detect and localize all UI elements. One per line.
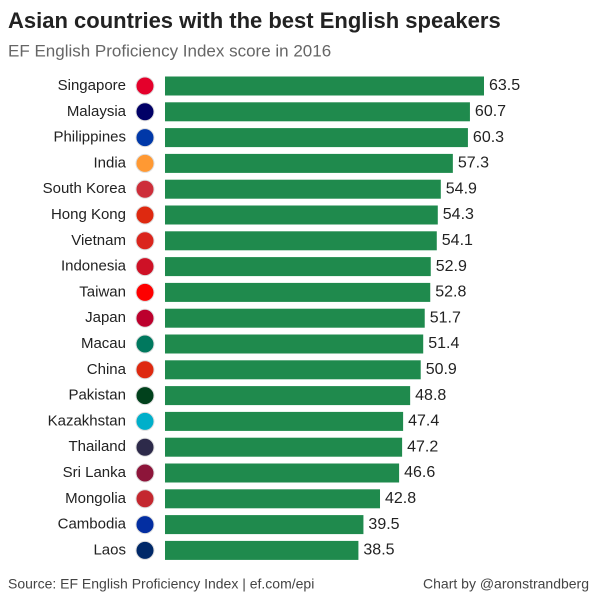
value-label: 54.3 bbox=[443, 206, 474, 223]
flag-icon bbox=[135, 257, 155, 277]
category-label: Vietnam bbox=[71, 232, 126, 249]
flag-icon bbox=[135, 179, 155, 199]
bar bbox=[165, 463, 400, 483]
value-label: 60.7 bbox=[475, 103, 506, 120]
category-label: Cambodia bbox=[58, 516, 127, 533]
category-label: Taiwan bbox=[79, 283, 126, 300]
credit: Chart by @aronstrandberg bbox=[423, 576, 589, 592]
bar bbox=[165, 128, 468, 148]
value-label: 54.1 bbox=[442, 232, 473, 249]
value-label: 57.3 bbox=[458, 155, 489, 172]
flag-icon bbox=[135, 437, 155, 457]
flag-icon bbox=[135, 282, 155, 302]
source: Source: EF English Proficiency Index | e… bbox=[8, 576, 314, 592]
value-label: 50.9 bbox=[426, 361, 457, 378]
chart-title: Asian countries with the best English sp… bbox=[8, 8, 501, 33]
category-label: Pakistan bbox=[68, 387, 126, 404]
bar bbox=[165, 515, 364, 535]
bar bbox=[165, 102, 470, 122]
category-label: Malaysia bbox=[67, 103, 127, 120]
category-label: Japan bbox=[85, 309, 126, 326]
flag-icon bbox=[135, 386, 155, 406]
value-label: 52.8 bbox=[435, 284, 466, 301]
bar bbox=[165, 386, 411, 406]
bar bbox=[165, 231, 437, 251]
category-label: Macau bbox=[81, 335, 126, 352]
flag-icon bbox=[135, 231, 155, 251]
bar bbox=[165, 308, 425, 328]
flag-icon bbox=[135, 515, 155, 535]
category-label: Laos bbox=[93, 541, 126, 558]
category-label: Thailand bbox=[68, 438, 126, 455]
value-label: 60.3 bbox=[473, 129, 504, 146]
category-label: Hong Kong bbox=[51, 206, 126, 223]
bar bbox=[165, 282, 431, 302]
value-label: 39.5 bbox=[368, 516, 399, 533]
bar bbox=[165, 540, 359, 560]
category-label: Philippines bbox=[53, 129, 126, 146]
flag-icon bbox=[135, 489, 155, 509]
bar bbox=[165, 179, 441, 199]
bar bbox=[165, 437, 403, 457]
flag-icon bbox=[135, 463, 155, 483]
value-label: 47.2 bbox=[407, 438, 438, 455]
value-label: 46.6 bbox=[404, 464, 435, 481]
bar bbox=[165, 257, 431, 277]
category-label: South Korea bbox=[43, 180, 127, 197]
bar bbox=[165, 153, 453, 173]
flag-icon bbox=[135, 205, 155, 225]
value-label: 51.7 bbox=[430, 309, 461, 326]
flag-icon bbox=[135, 334, 155, 354]
flag-icon bbox=[135, 411, 155, 431]
flag-icon bbox=[135, 153, 155, 173]
value-label: 63.5 bbox=[489, 77, 520, 94]
value-label: 51.4 bbox=[428, 335, 459, 352]
category-label: Singapore bbox=[58, 77, 126, 94]
bar bbox=[165, 489, 381, 509]
category-label: China bbox=[87, 361, 127, 378]
flag-icon bbox=[135, 128, 155, 148]
bar bbox=[165, 205, 438, 225]
category-label: India bbox=[93, 154, 126, 171]
category-label: Mongolia bbox=[65, 490, 127, 507]
chart-subtitle: EF English Proficiency Index score in 20… bbox=[8, 41, 331, 60]
value-label: 38.5 bbox=[363, 542, 394, 559]
category-label: Kazakhstan bbox=[48, 412, 126, 429]
value-label: 52.9 bbox=[436, 258, 467, 275]
flag-icon bbox=[135, 540, 155, 560]
flag-icon bbox=[135, 308, 155, 328]
value-label: 42.8 bbox=[385, 490, 416, 507]
value-label: 47.4 bbox=[408, 413, 439, 430]
bar bbox=[165, 360, 421, 380]
bar bbox=[165, 334, 424, 354]
value-label: 54.9 bbox=[446, 180, 477, 197]
flag-icon bbox=[135, 102, 155, 122]
category-label: Indonesia bbox=[61, 258, 127, 275]
value-label: 48.8 bbox=[415, 387, 446, 404]
category-label: Sri Lanka bbox=[63, 464, 127, 481]
bar bbox=[165, 76, 484, 96]
bar bbox=[165, 411, 404, 431]
flag-icon bbox=[135, 76, 155, 96]
flag-icon bbox=[135, 360, 155, 380]
